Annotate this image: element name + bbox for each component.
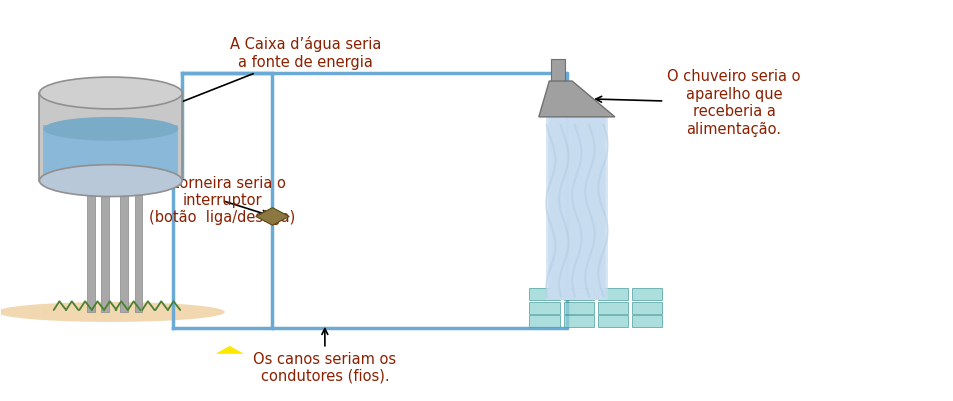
Bar: [529, 302, 559, 314]
Bar: [632, 288, 661, 300]
Bar: [550, 117, 602, 300]
Bar: [549, 117, 604, 300]
Polygon shape: [538, 81, 615, 117]
Text: Os canos seriam os
condutores (fios).: Os canos seriam os condutores (fios).: [253, 328, 396, 384]
Bar: [555, 117, 598, 300]
Text: O chuveiro seria o
aparelho que
receberia a
alimentação.: O chuveiro seria o aparelho que receberi…: [596, 69, 800, 136]
Bar: [632, 302, 661, 314]
Bar: [598, 315, 628, 327]
Text: A torneira seria o
interruptor
(botão  liga/desliga): A torneira seria o interruptor (botão li…: [149, 176, 294, 225]
Bar: [547, 117, 605, 300]
Ellipse shape: [39, 165, 182, 196]
Bar: [101, 180, 109, 312]
Bar: [563, 302, 594, 314]
Bar: [87, 180, 94, 312]
Bar: [551, 59, 564, 81]
Bar: [43, 125, 178, 176]
Bar: [529, 315, 559, 327]
Bar: [557, 117, 597, 300]
Bar: [529, 288, 559, 300]
Bar: [563, 288, 594, 300]
Polygon shape: [215, 346, 244, 354]
Bar: [598, 302, 628, 314]
Ellipse shape: [39, 77, 182, 109]
Ellipse shape: [43, 117, 178, 141]
Bar: [134, 180, 142, 312]
Polygon shape: [255, 208, 289, 225]
Bar: [563, 315, 594, 327]
Bar: [39, 93, 182, 180]
Ellipse shape: [0, 302, 225, 322]
Bar: [632, 315, 661, 327]
Bar: [552, 117, 601, 300]
Bar: [598, 288, 628, 300]
Bar: [120, 180, 128, 312]
Text: A Caixa d’água seria
a fonte de energia: A Caixa d’água seria a fonte de energia: [158, 36, 380, 112]
Bar: [553, 117, 599, 300]
Bar: [545, 117, 607, 300]
